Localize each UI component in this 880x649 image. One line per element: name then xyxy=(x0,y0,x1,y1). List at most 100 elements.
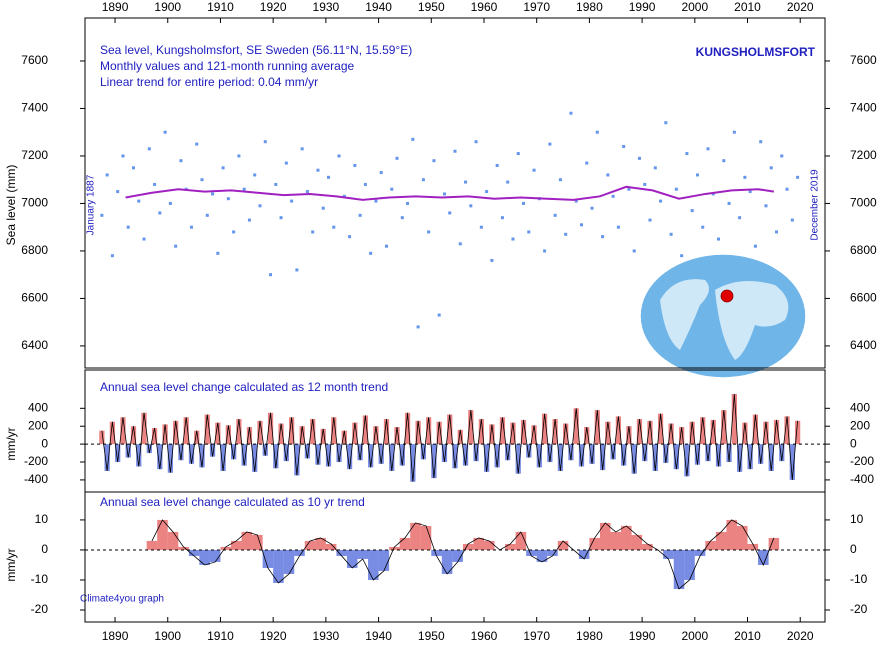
data-point xyxy=(300,147,304,151)
data-point xyxy=(643,182,647,186)
area-bar xyxy=(352,422,358,445)
data-point xyxy=(406,201,410,205)
area-bar xyxy=(415,420,421,445)
data-point xyxy=(685,152,689,156)
area-bar xyxy=(657,413,664,445)
data-point xyxy=(226,197,230,201)
data-point xyxy=(416,325,420,329)
area-bar xyxy=(220,546,231,550)
data-point xyxy=(258,204,262,208)
area-bar xyxy=(710,419,716,445)
running-average xyxy=(125,185,775,201)
area-bar xyxy=(531,425,537,445)
data-point xyxy=(648,218,652,222)
area-bar xyxy=(431,549,442,556)
area-bar xyxy=(768,444,774,471)
area-bar xyxy=(209,549,221,562)
area-bar xyxy=(473,444,479,462)
area-bar xyxy=(726,444,732,463)
panel: -400 -400 -200 -200 0 0 200 200 400 400 xyxy=(24,369,874,493)
area-bar xyxy=(262,444,268,456)
area-bar xyxy=(663,549,674,559)
data-point xyxy=(290,199,294,203)
area-bar xyxy=(447,414,453,445)
data-point xyxy=(348,235,352,239)
data-point xyxy=(490,258,494,262)
data-point xyxy=(753,244,757,248)
area-bar xyxy=(468,410,474,445)
area-bar xyxy=(520,419,527,445)
area-bar xyxy=(283,549,295,574)
area-bar xyxy=(573,408,579,445)
data-point xyxy=(595,130,599,134)
area-bar xyxy=(673,444,680,470)
data-point xyxy=(453,149,457,153)
y-tick-label: 0 xyxy=(41,436,48,450)
x-tick-label: 1900 xyxy=(154,0,181,14)
data-point xyxy=(464,180,468,184)
area-bar xyxy=(336,549,347,556)
data-point xyxy=(311,230,315,234)
area-bar xyxy=(278,423,284,445)
area-bar xyxy=(758,444,764,464)
data-point xyxy=(400,216,404,220)
data-point xyxy=(796,175,800,179)
area-bar xyxy=(230,540,242,550)
area-bar xyxy=(220,444,226,471)
data-point xyxy=(474,140,478,144)
data-point xyxy=(295,268,299,272)
area-bar xyxy=(679,427,685,445)
area-bar xyxy=(389,546,400,550)
x-tick-label: 1910 xyxy=(207,629,234,643)
panel-title: Annual sea level change calculated as 12… xyxy=(100,380,388,394)
area-bar xyxy=(499,417,506,445)
area-bar xyxy=(615,416,622,445)
data-point xyxy=(437,313,441,317)
area-bar xyxy=(536,549,548,562)
x-tick-label: 1960 xyxy=(471,629,498,643)
area-bar xyxy=(452,549,463,562)
x-tick-label: 1950 xyxy=(418,0,445,14)
x-tick-label: 1890 xyxy=(102,629,129,643)
panel-frame xyxy=(84,17,826,369)
area-bar xyxy=(494,444,500,468)
area-bar xyxy=(215,422,221,445)
data-point xyxy=(764,204,768,208)
data-point xyxy=(321,206,325,210)
area-bar xyxy=(457,429,463,445)
area-bar xyxy=(773,419,780,445)
area-bar xyxy=(594,410,600,445)
area-bar xyxy=(167,531,179,550)
y-axis-label: mm/yr xyxy=(4,427,18,460)
data-point xyxy=(442,192,446,196)
data-point xyxy=(142,237,146,241)
y-axis-label: Sea level (mm) xyxy=(4,165,18,246)
y-tick-label-right: -10 xyxy=(850,572,868,586)
data-point xyxy=(131,166,135,170)
data-point xyxy=(147,147,151,151)
area-bar xyxy=(336,444,342,463)
data-point xyxy=(574,199,578,203)
data-point xyxy=(732,130,736,134)
area-bar xyxy=(357,549,369,559)
area-bar xyxy=(505,444,511,461)
area-bar xyxy=(784,416,790,445)
data-point xyxy=(379,171,383,175)
area-bar xyxy=(315,537,326,550)
data-point xyxy=(179,159,183,163)
area-bar xyxy=(346,444,353,470)
area-bar xyxy=(578,444,585,467)
data-point xyxy=(411,137,415,141)
data-point xyxy=(775,230,779,234)
y-tick-label-right: 0 xyxy=(850,542,857,556)
area-bar xyxy=(146,444,152,454)
area-bar xyxy=(188,444,195,464)
data-point xyxy=(548,142,552,146)
y-tick-label: 0 xyxy=(41,542,48,556)
x-tick-label: 1970 xyxy=(523,629,550,643)
data-point xyxy=(369,251,373,255)
area-bar xyxy=(510,422,516,445)
area-bar xyxy=(726,519,737,550)
area-bar xyxy=(721,410,727,445)
data-point xyxy=(543,249,547,253)
